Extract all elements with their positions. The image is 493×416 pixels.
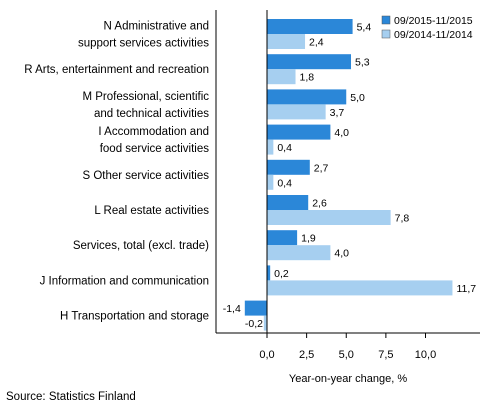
category-label: Services, total (excl. trade) bbox=[73, 240, 209, 252]
x-tick-label: 7,5 bbox=[378, 349, 393, 361]
source-note: Source: Statistics Finland bbox=[6, 391, 136, 403]
bar-series-2 bbox=[267, 139, 274, 155]
data-label: 4,0 bbox=[334, 127, 349, 139]
data-label: 0,4 bbox=[277, 177, 292, 189]
data-label: -1,4 bbox=[223, 303, 241, 315]
x-axis: 0,0 2,5 5,0 7,5 10,0 bbox=[215, 10, 480, 361]
category-label: M Professional, scientific bbox=[82, 91, 209, 103]
legend-label: 09/2014-11/2014 bbox=[394, 29, 473, 41]
bar-series-2 bbox=[267, 174, 274, 190]
bar-series-1 bbox=[267, 54, 352, 70]
data-label: 3,7 bbox=[330, 107, 345, 119]
x-tick-label: 2,5 bbox=[299, 349, 314, 361]
category-label: S Other service activities bbox=[82, 170, 209, 182]
bar-series-2 bbox=[267, 34, 306, 49]
bar-series-1 bbox=[267, 159, 310, 175]
category-label: and technical activities bbox=[94, 108, 209, 120]
data-label: 5,0 bbox=[350, 92, 365, 104]
data-label: 5,4 bbox=[357, 22, 372, 34]
data-label: 2,6 bbox=[312, 198, 327, 210]
category-label: R Arts, entertainment and recreation bbox=[24, 64, 209, 76]
x-tick-label: 5,0 bbox=[339, 349, 354, 361]
bar-series-2 bbox=[267, 104, 326, 120]
data-label: 11,7 bbox=[456, 283, 476, 295]
category-label: food service activities bbox=[100, 143, 210, 155]
category-label: J Information and communication bbox=[40, 275, 209, 287]
x-axis-title: Year-on-year change, % bbox=[289, 373, 407, 385]
category-label: N Administrative and bbox=[104, 21, 209, 33]
category-label: I Accommodation and bbox=[98, 126, 209, 138]
data-label: 4,0 bbox=[334, 248, 349, 260]
bar-series-1 bbox=[267, 230, 298, 246]
data-label: 0,2 bbox=[274, 268, 289, 280]
bar-series-2 bbox=[267, 69, 296, 85]
data-label: 2,7 bbox=[314, 162, 329, 174]
bar-series-1 bbox=[267, 89, 347, 105]
category-labels: N Administrative and support services act… bbox=[24, 21, 209, 323]
data-label: 1,8 bbox=[300, 72, 315, 84]
bar-series-2 bbox=[267, 210, 391, 225]
category-label: H Transportation and storage bbox=[60, 311, 209, 323]
value-labels: 5,4 5,3 5,0 4,0 2,7 2,6 1,9 0,2 -1,4 2,4 1,8 3,7 0,4… bbox=[223, 22, 477, 331]
legend: 09/2015-11/2015 09/2014-11/2014 bbox=[381, 15, 473, 41]
data-label: 0,4 bbox=[277, 142, 292, 154]
data-label: 1,9 bbox=[301, 233, 316, 245]
bar-series-1 bbox=[267, 195, 309, 210]
bars bbox=[244, 19, 453, 331]
data-label: -0,2 bbox=[245, 318, 263, 330]
bar-series-1 bbox=[267, 265, 271, 281]
category-label: support services activities bbox=[78, 38, 209, 50]
x-tick-label: 0,0 bbox=[259, 349, 274, 361]
x-tick-label: 10,0 bbox=[415, 349, 436, 361]
bar-series-2 bbox=[263, 315, 267, 331]
bar-series-2 bbox=[267, 245, 331, 261]
data-label: 7,8 bbox=[395, 213, 410, 225]
bar-series-1 bbox=[267, 19, 353, 34]
legend-label: 09/2015-11/2015 bbox=[394, 15, 473, 27]
legend-swatch bbox=[381, 29, 391, 39]
bar-series-2 bbox=[267, 280, 453, 296]
legend-swatch bbox=[381, 15, 391, 25]
data-label: 2,4 bbox=[309, 37, 324, 49]
category-label: L Real estate activities bbox=[94, 205, 209, 217]
data-label: 5,3 bbox=[355, 57, 370, 69]
bar-series-1 bbox=[244, 300, 267, 316]
bar-series-1 bbox=[267, 124, 331, 140]
